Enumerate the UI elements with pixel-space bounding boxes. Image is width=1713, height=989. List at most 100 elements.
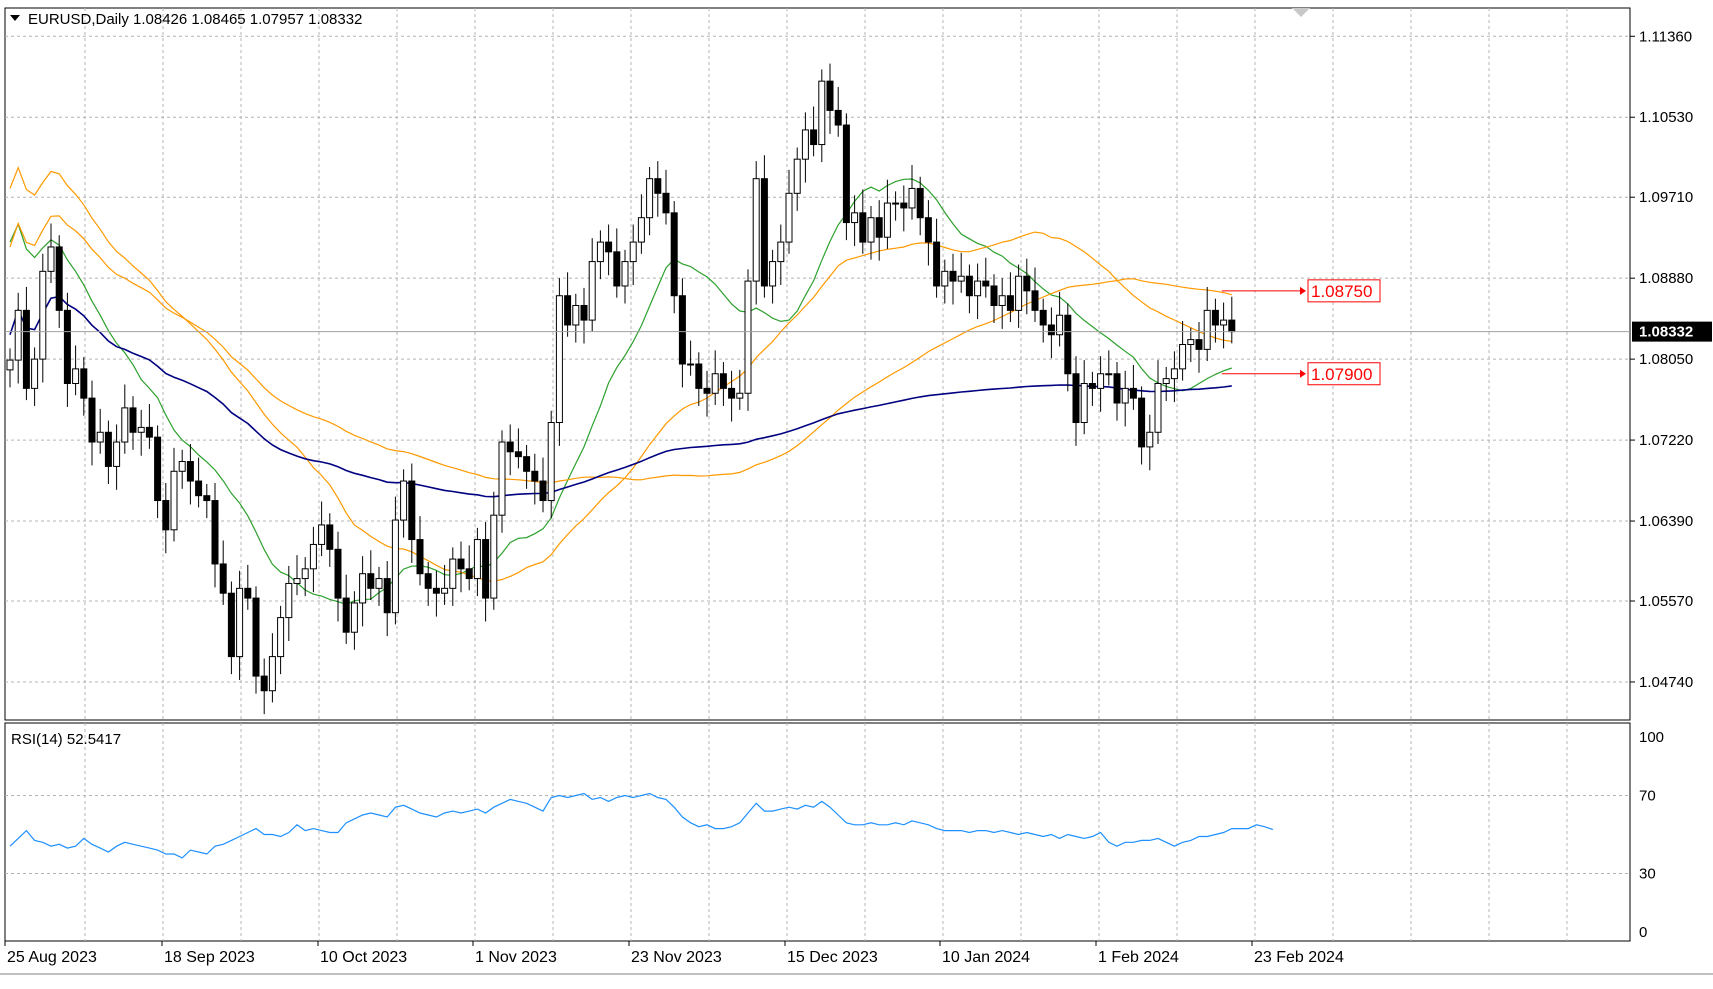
bear-candle [1195,339,1203,350]
bull-candle [867,217,875,243]
bull-candle [974,280,982,297]
bull-candle [883,202,891,238]
bull-candle [1015,275,1023,311]
bear-candle [162,500,170,531]
bear-candle [80,368,88,399]
moving-averages [9,166,1232,605]
scroll-marker-icon[interactable] [1292,8,1310,17]
price-tick-label: 1.08880 [1639,270,1693,287]
bull-candle [1170,368,1178,380]
bear-candle [457,558,465,570]
bear-candle [383,578,391,614]
bear-candle [1113,373,1121,404]
bear-candle [965,275,973,297]
bull-candle [6,359,14,371]
support-label: 1.07900 [1311,365,1372,384]
bear-candle [424,573,432,589]
bear-candle [22,309,30,389]
bear-candle [1023,275,1031,292]
bear-candle [1129,387,1137,399]
bull-candle [1105,373,1113,376]
bull-candle [1121,387,1129,404]
bull-candle [998,295,1006,306]
bear-candle [728,387,736,399]
rsi-tick-label: 100 [1639,729,1664,746]
bull-candle [1203,309,1211,350]
bear-candle [408,480,416,541]
time-tick-label: 15 Dec 2023 [787,949,878,966]
bear-candle [244,587,252,599]
bear-candle [260,675,268,692]
bull-candle [268,656,276,692]
bull-candle [555,295,563,424]
bull-candle [777,241,785,263]
bear-candle [1039,309,1047,326]
bull-candle [1080,383,1088,424]
bear-candle [88,397,96,443]
bear-candle [1072,373,1080,424]
price-tick-label: 1.10530 [1639,109,1693,126]
bear-candle [342,597,350,633]
price-panel[interactable] [4,7,1631,721]
bull-candle [957,275,965,282]
resistance-label-arrow-icon [1300,286,1306,295]
bear-candle [252,597,260,677]
bear-candle [129,407,137,433]
bull-candle [646,178,654,219]
price-tick-label: 1.04740 [1639,674,1693,691]
bear-candle [211,500,219,565]
bear-candle [924,217,932,243]
bull-candle [744,280,752,394]
bull-candle [801,129,809,160]
bear-candle [219,563,227,594]
bull-candle [301,568,309,580]
bull-candle [473,539,481,580]
bear-candle [1047,324,1055,336]
bull-candle [72,368,80,385]
bear-candle [186,461,194,482]
bear-candle [416,539,424,575]
bull-candle [375,578,383,589]
moving-average-line [9,295,1232,498]
support-label-arrow-icon [1300,369,1306,378]
bear-candle [104,431,112,467]
bull-candle [31,358,39,389]
bull-candle [490,514,498,599]
bear-candle [326,524,334,550]
bear-candle [842,124,850,224]
rsi-tick-label: 30 [1639,866,1656,883]
rsi-label: RSI(14) 52.5417 [11,731,121,748]
bear-candle [523,456,531,472]
bull-candle [1154,383,1162,433]
bull-candle [637,217,645,243]
bull-candle [400,480,408,521]
price-tick-label: 1.08050 [1639,351,1693,368]
rsi-panel[interactable] [4,722,1631,942]
bear-candle [195,480,203,497]
bull-candle [596,241,604,263]
bear-candle [900,202,908,209]
triangle-down-icon[interactable] [10,15,20,21]
bull-candle [687,363,695,366]
bear-candle [719,373,727,389]
bull-candle [818,80,826,146]
axes: 1.11360 1.10530 1.09710 1.08880 1.08050 1.072… [4,28,1693,966]
current-price-label: 1.08332 [1639,324,1693,341]
bull-candle [498,441,506,516]
bear-candle [1088,383,1096,389]
bull-candle [547,422,555,502]
bull-candle [137,426,145,433]
time-tick-label: 10 Oct 2023 [320,949,407,966]
time-tick-label: 10 Jan 2024 [942,949,1030,966]
bear-candle [227,592,235,658]
bull-candle [908,187,916,209]
moving-average-line [9,166,1232,582]
bull-candle [752,178,760,282]
bull-candle [572,304,580,326]
bull-candle [441,587,449,594]
bull-candle [711,373,719,394]
time-tick-label: 18 Sep 2023 [164,949,255,966]
symbol-info: EURUSD,Daily 1.08426 1.08465 1.07957 1.0… [28,11,362,28]
time-tick-label: 23 Nov 2023 [631,949,722,966]
